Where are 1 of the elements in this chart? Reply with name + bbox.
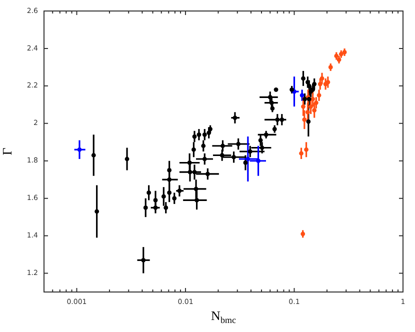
y-axis-title: Γ [0, 147, 14, 156]
